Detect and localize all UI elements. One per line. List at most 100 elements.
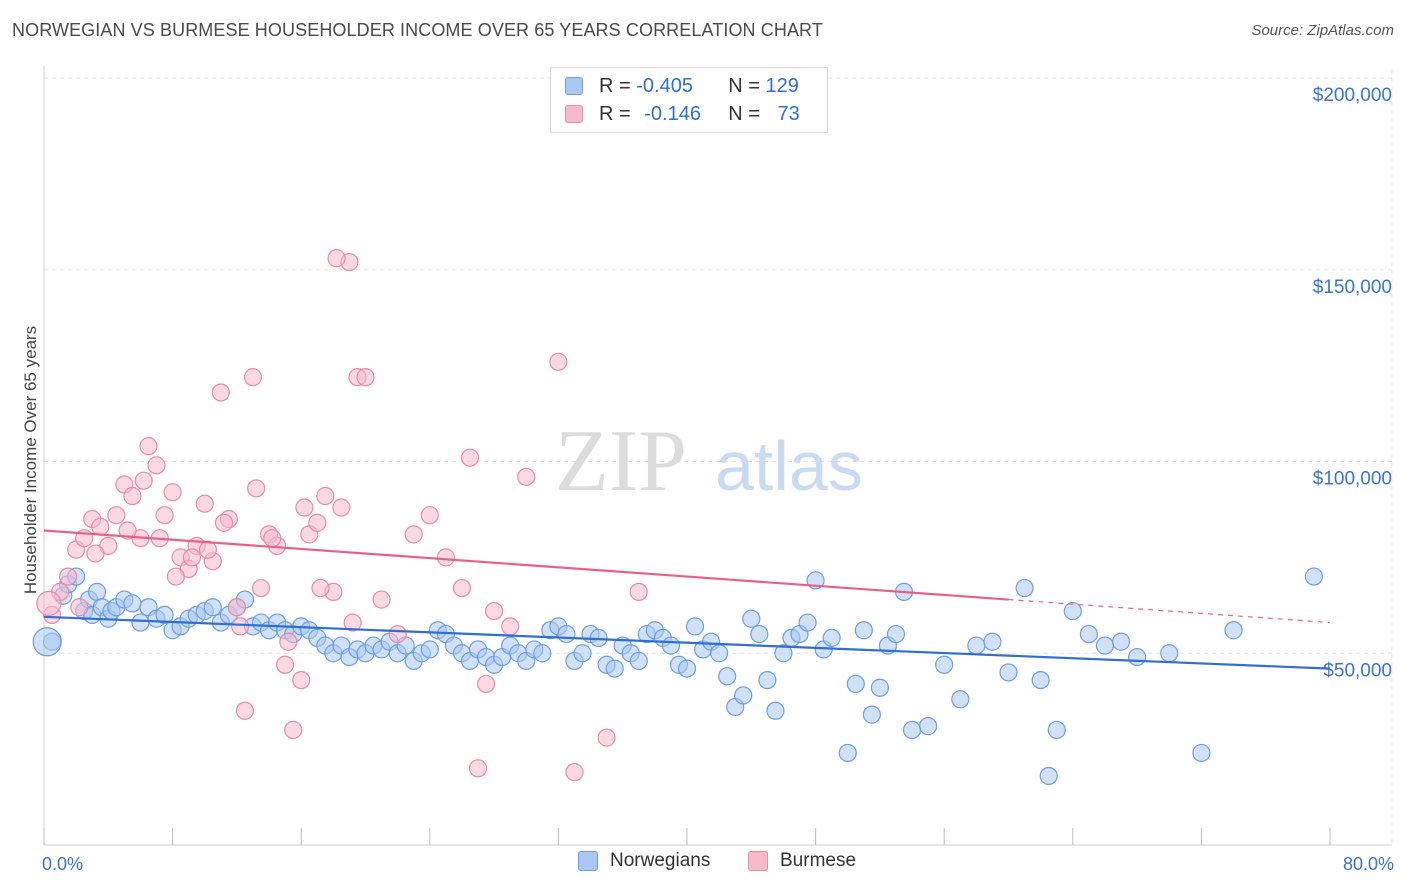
burmese-point-54 xyxy=(597,728,616,747)
norwegian-point-113 xyxy=(967,636,986,655)
burmese-point-48 xyxy=(476,674,496,694)
norwegian-point-127 xyxy=(1224,621,1243,640)
burmese-point-43 xyxy=(420,506,439,525)
legend-row-burmese: R = -0.146 N = 73 xyxy=(565,100,800,128)
blue-swatch-icon xyxy=(565,77,583,95)
burmese-point-29 xyxy=(276,655,295,674)
norwegian-point-117 xyxy=(1031,670,1050,690)
y-tick-label-3: $200,000 xyxy=(1313,85,1392,106)
norwegian-point-92 xyxy=(758,670,777,690)
burmese-point-42 xyxy=(404,525,423,544)
burmese-point-39 xyxy=(356,368,375,387)
burmese-point-64 xyxy=(214,513,234,532)
burmese-point-68 xyxy=(279,632,298,651)
norwegian-point-67 xyxy=(557,624,576,644)
y-tick-label-2: $150,000 xyxy=(1313,277,1392,298)
y-axis-title: Householder Income Over 65 years xyxy=(21,326,40,594)
x-tick-label-0: 0.0% xyxy=(42,854,83,874)
norwegian-point-102 xyxy=(846,674,865,694)
burmese-point-52 xyxy=(549,352,568,371)
burmese-point-47 xyxy=(468,759,488,778)
burmese-point-30 xyxy=(284,720,303,740)
burmese-point-26 xyxy=(251,578,271,598)
norwegian-point-125 xyxy=(1160,644,1179,663)
burmese-point-61 xyxy=(166,567,185,586)
burmese-point-70 xyxy=(311,578,330,598)
norwegian-point-116 xyxy=(1015,578,1034,598)
burmese-point-24 xyxy=(235,701,255,720)
burmese-point-53 xyxy=(565,763,584,782)
burmese-point-31 xyxy=(292,670,311,690)
norwegian-point-121 xyxy=(1079,624,1098,644)
norwegian-point-112 xyxy=(951,690,970,709)
burmese-point-33 xyxy=(308,513,327,532)
burmese-point-12 xyxy=(139,437,158,456)
norwegian-point-73 xyxy=(605,659,624,678)
burmese-point-44 xyxy=(436,548,455,567)
legend-item-burmese[interactable]: Burmese xyxy=(748,850,856,872)
r-value: -0.405 xyxy=(636,74,693,97)
series-legend: Norwegians Burmese xyxy=(0,850,1406,878)
norwegian-point-50 xyxy=(420,640,439,659)
norwegian-point-111 xyxy=(935,655,954,674)
correlation-legend: R = -0.405 N = 129 R = -0.146 N = 73 xyxy=(550,67,828,133)
norwegian-point-128 xyxy=(1304,567,1324,586)
burmese-point-49 xyxy=(485,601,504,621)
burmese-point-57 xyxy=(86,544,105,563)
norwegian-point-120 xyxy=(1063,601,1082,621)
burmese-point-40 xyxy=(372,590,391,609)
burmese-point-13 xyxy=(147,456,166,475)
norwegian-point-69 xyxy=(573,644,592,663)
burmese-point-59 xyxy=(134,471,153,490)
norwegian-point-90 xyxy=(742,609,761,628)
norwegian-point-123 xyxy=(1111,632,1131,651)
burmese-point-41 xyxy=(388,624,407,644)
burmese-point-23 xyxy=(227,598,246,617)
burmese-point-56 xyxy=(70,598,89,617)
norwegian-point-94 xyxy=(774,644,793,663)
trend-lines xyxy=(43,529,1331,670)
burmese-point-21 xyxy=(211,383,230,402)
norwegian-point-97 xyxy=(798,613,817,632)
norwegian-point-110 xyxy=(919,717,938,736)
y-axis-label: Householder Income Over 65 years xyxy=(21,326,40,594)
burmese-point-62 xyxy=(182,548,201,567)
x-tick-label-1: 80.0% xyxy=(1343,854,1394,874)
n-label: N = xyxy=(728,102,766,125)
burmese-point-6 xyxy=(91,517,110,536)
norwegian-point-104 xyxy=(862,705,881,724)
n-value: 129 xyxy=(765,74,799,97)
norwegian-point-91 xyxy=(750,624,769,644)
burmese-point-71 xyxy=(327,249,346,268)
norwegian-point-87 xyxy=(718,667,737,686)
norwegian-point-107 xyxy=(886,624,906,644)
burmese-point-25 xyxy=(243,368,263,387)
norwegian-point-89 xyxy=(734,686,753,705)
n-value: 73 xyxy=(777,102,800,125)
r-label: R = xyxy=(599,74,637,97)
norwegian-point-119 xyxy=(1047,720,1066,740)
legend-label: Norwegians xyxy=(610,850,711,871)
legend-item-norwegians[interactable]: Norwegians xyxy=(578,850,710,872)
norwegian-point-13 xyxy=(123,594,142,613)
burmese-point-10 xyxy=(123,486,142,506)
r-label: R = xyxy=(599,102,637,125)
burmese-point-69 xyxy=(295,498,314,517)
legend-label: Burmese xyxy=(780,850,857,871)
burmese-point-66 xyxy=(247,479,266,498)
norwegian-trend-line xyxy=(43,615,1331,670)
norwegian-point-64 xyxy=(533,644,552,663)
burmese-point-46 xyxy=(460,448,480,467)
burmese-point-2 xyxy=(59,567,78,586)
n-label: N = xyxy=(728,74,766,97)
burmese-point-55 xyxy=(629,582,648,601)
norwegian-cluster-point xyxy=(32,627,62,657)
norwegian-point-114 xyxy=(983,632,1002,651)
norwegian-point-115 xyxy=(999,663,1018,682)
y-tick-label-0: $50,000 xyxy=(1323,660,1392,681)
burmese-point-72 xyxy=(343,613,362,632)
watermark-atlas: atlas xyxy=(715,427,863,505)
norwegian-point-86 xyxy=(710,644,729,663)
norwegian-point-122 xyxy=(1095,636,1115,655)
